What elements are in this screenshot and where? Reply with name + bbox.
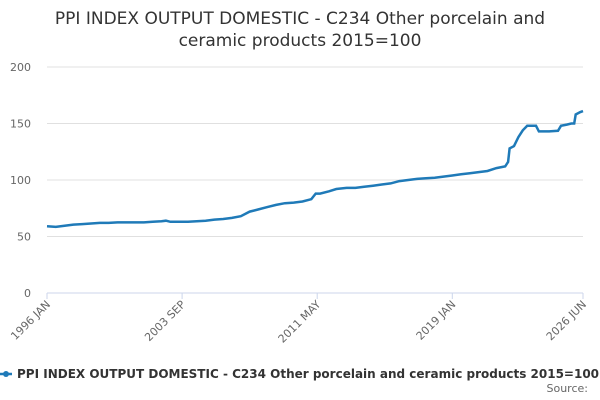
- y-tick-label: 50: [17, 231, 31, 244]
- source: Source:: [547, 382, 589, 395]
- x-tick-label: 1996 JAN: [8, 298, 53, 343]
- chart-title: ceramic products 2015=100: [179, 31, 422, 51]
- x-tick-label: 2003 SEP: [142, 298, 188, 344]
- y-tick-label: 200: [10, 61, 31, 74]
- legend-label: PPI INDEX OUTPUT DOMESTIC - C234 Other p…: [17, 367, 599, 381]
- chart-title: PPI INDEX OUTPUT DOMESTIC - C234 Other p…: [55, 9, 545, 29]
- x-tick-label: 2026 JUN: [544, 298, 589, 343]
- x-tick-label: 2011 MAY: [276, 298, 324, 346]
- line: [46, 109, 584, 229]
- y-tick-label: 0: [24, 287, 31, 300]
- y-tick-label: 150: [10, 118, 31, 131]
- legend-symbol: [3, 371, 9, 377]
- x-tick-label: 2019 JAN: [414, 298, 459, 343]
- y-tick-label: 100: [10, 174, 31, 187]
